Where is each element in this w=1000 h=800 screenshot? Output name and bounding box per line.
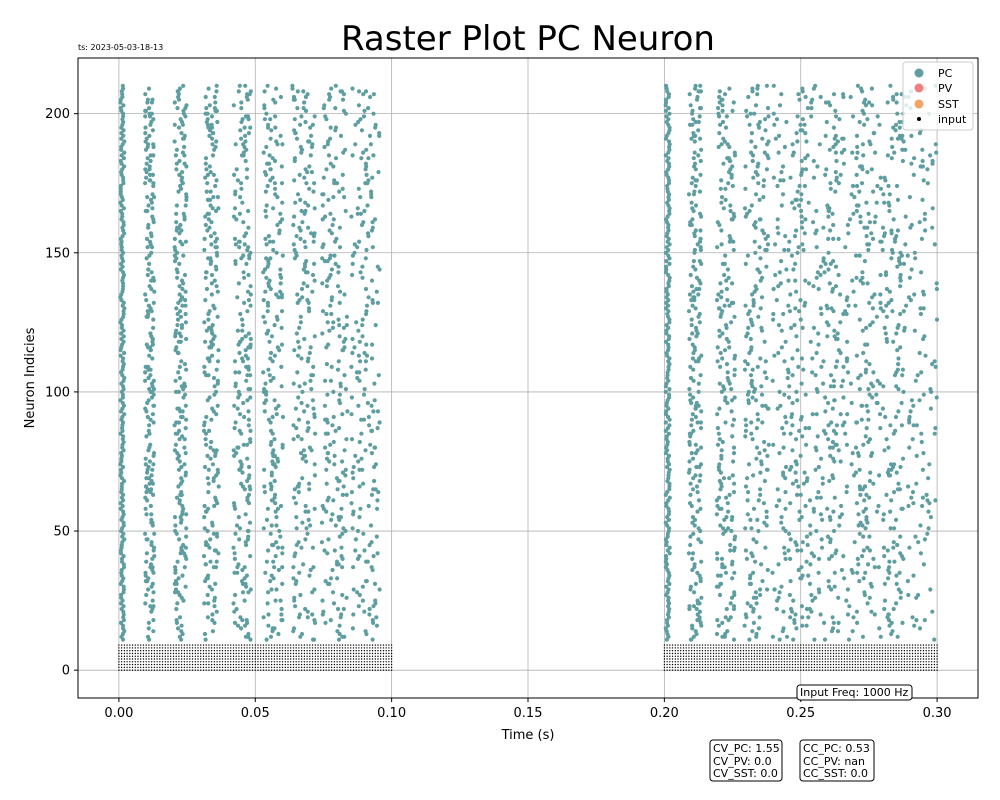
legend-label-sst: SST: [938, 98, 959, 111]
legend-marker-input: [917, 117, 921, 121]
x-tick-label: 0.25: [786, 706, 815, 721]
y-tick-label: 50: [53, 525, 70, 540]
x-tick-label: 0.00: [104, 706, 133, 721]
y-axis-title: Neuron Indicies: [23, 327, 38, 428]
legend-marker-pv: [914, 83, 924, 93]
legend-label-input: input: [938, 113, 967, 126]
input-freq-label: Input Freq: 1000 Hz: [800, 686, 909, 699]
y-tick-label: 150: [45, 246, 70, 261]
legend-label-pv: PV: [938, 82, 953, 95]
cv-pv-label: CV_PV: 0.0: [713, 755, 772, 768]
input-spike-marks: [118, 644, 938, 671]
cc-pv-label: CC_PV: nan: [803, 755, 865, 768]
cc-pc-label: CC_PC: 0.53: [803, 742, 870, 755]
legend-box: [902, 61, 974, 131]
legend-marker-sst: [914, 99, 924, 109]
cc-box: CC_PC: 0.53 CC_PV: nan CC_SST: 0.0: [799, 739, 875, 782]
cv-box: CV_PC: 1.55 CV_PV: 0.0 CV_SST: 0.0: [709, 739, 783, 782]
cv-pc-label: CV_PC: 1.55: [713, 742, 780, 755]
y-tick-label: 200: [45, 107, 70, 122]
pc-spikes: [118, 83, 940, 642]
x-tick-label: 0.30: [923, 706, 952, 721]
cv-sst-label: CV_SST: 0.0: [713, 767, 778, 780]
legend: PC PV SST input: [902, 61, 974, 131]
axis-ticks: 0.00 0.05 0.10 0.15 0.20 0.25 0.30 0 50 100 150 200: [45, 107, 951, 721]
legend-label-pc: PC: [938, 67, 953, 80]
pc-spike-marks: [118, 83, 940, 642]
chart-title: Raster Plot PC Neuron: [341, 19, 715, 59]
y-tick-label: 0: [62, 664, 70, 679]
cc-sst-label: CC_SST: 0.0: [803, 767, 868, 780]
x-tick-label: 0.05: [241, 706, 270, 721]
x-tick-label: 0.15: [514, 706, 543, 721]
x-tick-label: 0.20: [650, 706, 679, 721]
x-tick-label: 0.10: [377, 706, 406, 721]
y-tick-label: 100: [45, 385, 70, 400]
input-freq-box: Input Freq: 1000 Hz: [796, 684, 913, 701]
input-spikes: [118, 644, 938, 671]
timestamp: ts: 2023-05-03-18-13: [78, 43, 163, 52]
legend-marker-pc: [914, 68, 924, 78]
x-axis-title: Time (s): [501, 728, 555, 743]
grid: [78, 58, 978, 698]
